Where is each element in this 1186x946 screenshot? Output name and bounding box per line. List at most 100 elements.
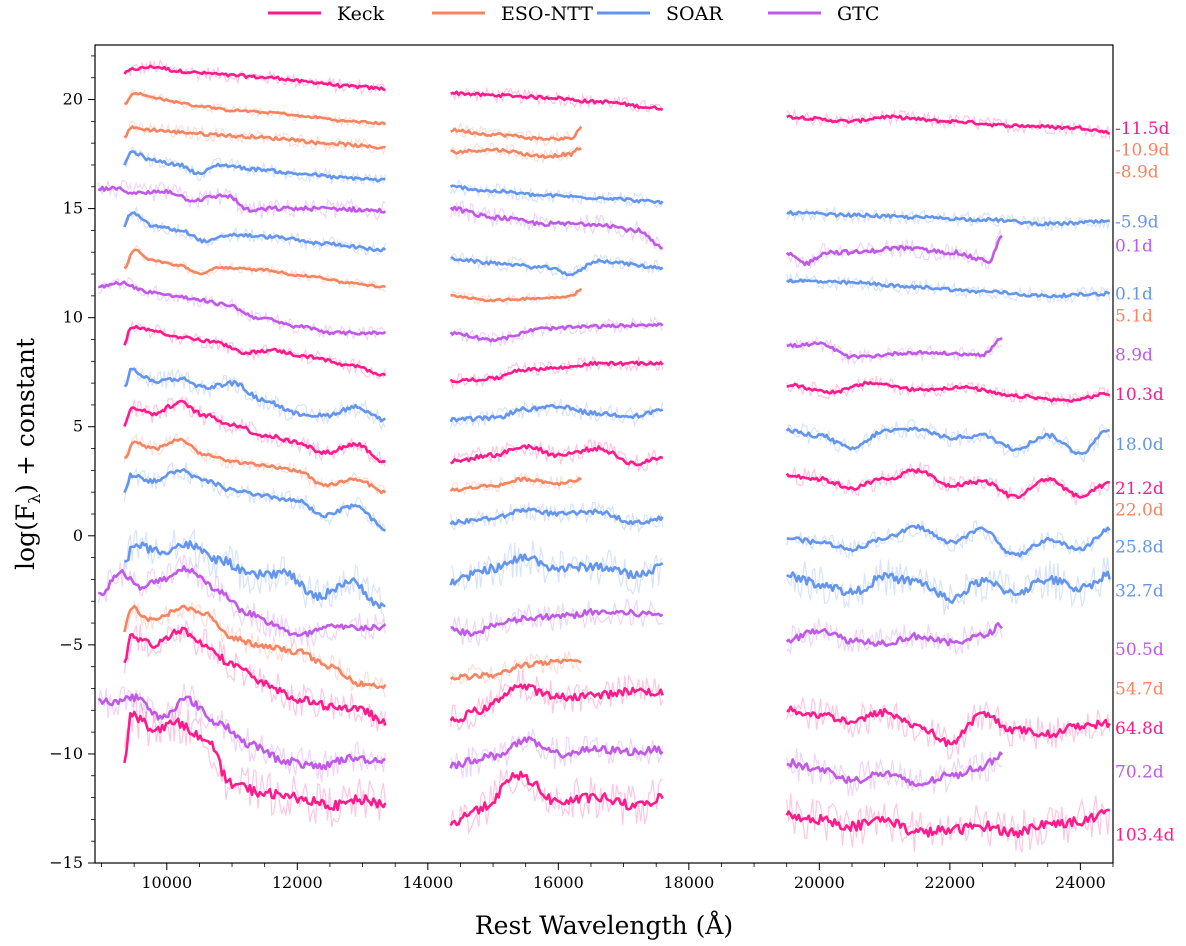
spectrum-raw	[97, 683, 386, 783]
series-eso-ntt--8.9d	[123, 120, 583, 163]
spectrum-smoothed	[123, 437, 387, 495]
spectrum-smoothed	[786, 210, 1111, 227]
epoch-label: 10.3d	[1115, 385, 1164, 405]
spectrum-smoothed	[449, 476, 582, 493]
epoch-label: -10.9d	[1115, 141, 1170, 161]
spectrum-smoothed	[123, 367, 386, 423]
spectrum-raw	[450, 471, 582, 496]
y-axis-title: log(Fλ) + constant	[11, 338, 44, 570]
spectrum-raw	[450, 769, 663, 835]
series-soar-0.1d	[123, 205, 1111, 304]
spectrum-raw	[786, 520, 1111, 561]
series-layer	[97, 58, 1111, 853]
spectrum-raw	[786, 108, 1111, 139]
epoch-label: 54.7d	[1115, 679, 1164, 699]
x-tick-label: 24000	[1055, 873, 1106, 892]
spectrum-smoothed	[449, 360, 664, 384]
epoch-labels: -11.5d-10.9d-8.9d-5.9d0.1d0.1d5.1d8.9d10…	[1115, 119, 1175, 846]
series-soar-18.0d	[123, 367, 1111, 463]
x-tick-label: 14000	[402, 873, 453, 892]
epoch-label: 8.9d	[1115, 346, 1153, 366]
spectrum-smoothed	[449, 322, 664, 343]
spectrum-smoothed	[785, 622, 1003, 648]
y-axis: −15 −10 −5 0 5 10 15 20	[49, 55, 95, 872]
epoch-label: 0.1d	[1115, 237, 1153, 257]
spectrum-raw	[450, 669, 664, 732]
spectrum-smoothed	[785, 234, 1003, 267]
spectrum-raw	[450, 399, 664, 428]
spectrum-smoothed	[450, 287, 583, 303]
spectrum-smoothed	[785, 808, 1110, 839]
spectrum-smoothed	[98, 280, 387, 336]
spectrum-smoothed	[449, 770, 664, 827]
series-eso-ntt-22.0d	[123, 432, 582, 496]
epoch-label: 5.1d	[1115, 306, 1153, 326]
spectrum-raw	[786, 793, 1111, 853]
series-keck-64.8d	[123, 620, 1111, 760]
spectrum-raw	[450, 597, 663, 646]
y-tick-label: −15	[49, 853, 83, 872]
series-soar--5.9d	[123, 145, 1111, 231]
spectrum-smoothed	[123, 248, 386, 289]
epoch-label: -11.5d	[1115, 119, 1170, 139]
spectrum-smoothed	[786, 570, 1111, 605]
spectrum-smoothed	[449, 553, 664, 586]
spectrum-smoothed	[786, 705, 1111, 748]
y-tick-label: 10	[63, 308, 83, 327]
x-tick-label: 10000	[141, 873, 192, 892]
series-gtc-0.1d	[97, 180, 1003, 270]
series-keck-103.4d	[123, 698, 1111, 853]
legend-label: GTC	[837, 3, 879, 25]
spectrum-raw	[123, 205, 386, 256]
series-eso-ntt-5.1d	[123, 244, 583, 306]
x-tick-label: 18000	[663, 873, 714, 892]
spectrum-smoothed	[786, 380, 1111, 403]
legend-label: ESO-NTT	[501, 3, 593, 25]
spectrum-raw	[98, 276, 386, 342]
x-tick-label: 16000	[533, 873, 584, 892]
spectrum-smoothed	[123, 324, 387, 377]
spectrum-smoothed	[450, 125, 583, 142]
x-axis: 10000 12000 14000 16000 18000 20000 22000 24000	[101, 863, 1114, 892]
spectrum-smoothed	[785, 468, 1110, 500]
spectrum-raw	[450, 85, 664, 113]
y-tick-label: 20	[63, 90, 83, 109]
spectrum-raw	[450, 540, 663, 595]
series-keck-21.2d	[123, 395, 1111, 506]
spectrum-smoothed	[785, 426, 1110, 456]
spectrum-smoothed	[123, 540, 386, 609]
series-eso-ntt--10.9d	[123, 88, 387, 129]
x-tick-label: 22000	[924, 873, 975, 892]
spectrum-raw	[97, 554, 386, 649]
series-keck--11.5d	[123, 58, 1111, 139]
x-axis-title: Rest Wavelength (Å)	[475, 910, 733, 940]
epoch-label: 0.1d	[1115, 285, 1153, 305]
spectrum-smoothed	[97, 693, 386, 771]
epoch-label: 70.2d	[1115, 762, 1164, 782]
spectrum-smoothed	[123, 710, 387, 812]
legend-label: Keck	[337, 3, 385, 25]
series-gtc-50.5d	[97, 554, 1003, 657]
spectrum-raw	[123, 461, 386, 532]
spectrum-raw	[450, 200, 664, 252]
spectrum-smoothed	[786, 751, 1004, 788]
spectrum-smoothed	[97, 185, 387, 214]
spectrum-smoothed	[449, 683, 664, 723]
spectrum-raw	[786, 697, 1111, 760]
spectrum-smoothed	[449, 658, 582, 681]
series-eso-ntt-54.7d	[123, 601, 582, 698]
spectrum-smoothed	[449, 184, 664, 205]
spectrum-smoothed	[450, 444, 664, 467]
epoch-label: 22.0d	[1115, 501, 1164, 521]
spectrum-raw	[123, 698, 386, 828]
spectrum-smoothed	[786, 114, 1111, 136]
spectrum-raw	[123, 367, 386, 431]
spectrum-smoothed	[123, 468, 386, 532]
epoch-label: 21.2d	[1115, 479, 1164, 499]
spectrum-smoothed	[786, 278, 1111, 299]
y-tick-label: 15	[63, 199, 83, 218]
y-tick-label: −5	[59, 635, 83, 654]
spectrum-smoothed	[450, 256, 664, 277]
spectrum-smoothed	[449, 403, 664, 423]
